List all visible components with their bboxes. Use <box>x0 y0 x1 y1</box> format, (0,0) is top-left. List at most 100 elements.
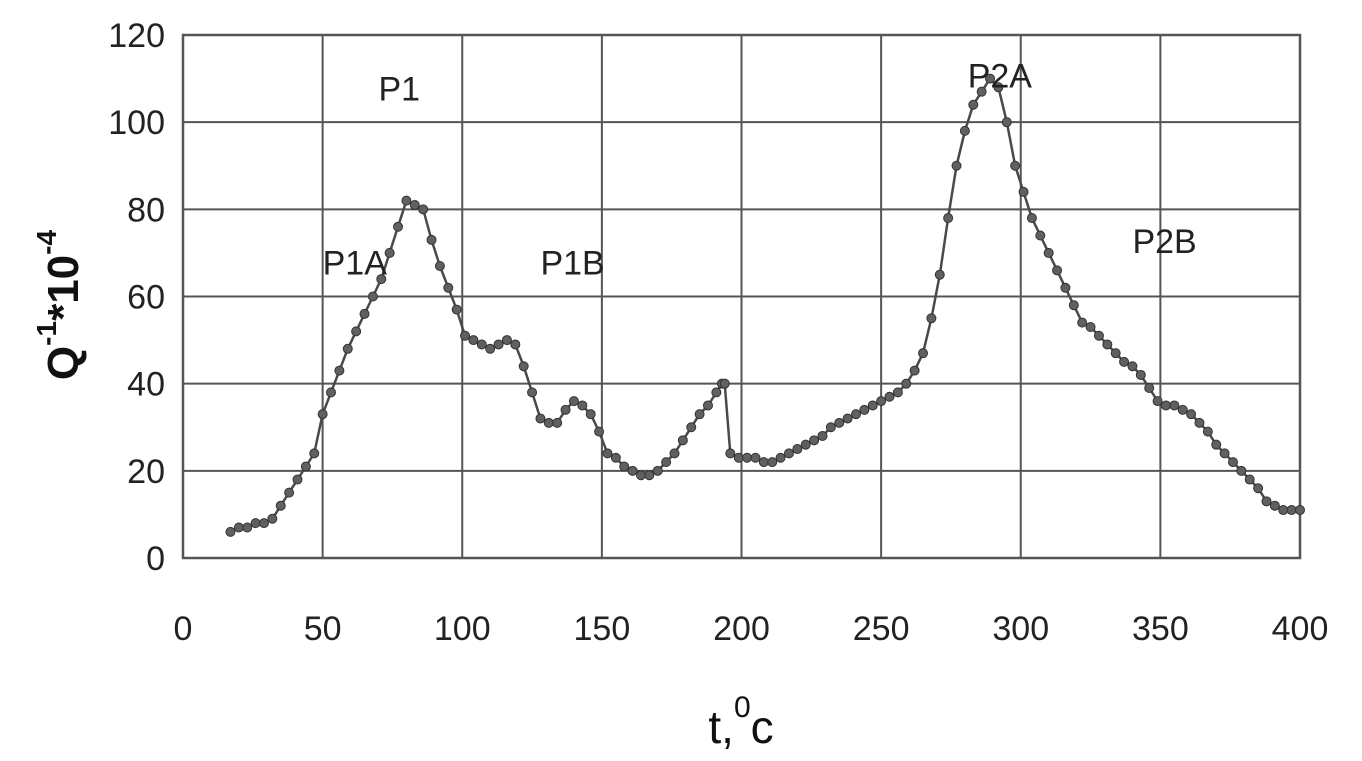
data-point <box>250 518 261 529</box>
data-point <box>543 417 554 428</box>
data-point <box>968 99 979 110</box>
data-point <box>1269 500 1280 511</box>
data-point <box>850 409 861 420</box>
x-axis-title: t,0c <box>708 691 773 753</box>
data-point <box>1219 448 1230 459</box>
data-point <box>1144 383 1155 394</box>
data-point <box>644 470 655 481</box>
annotation-p1a: P1A <box>323 245 388 283</box>
data-point <box>401 195 412 206</box>
x-tick-label-0: 0 <box>174 610 193 648</box>
data-point <box>711 387 722 398</box>
data-point <box>976 86 987 97</box>
data-point <box>351 326 362 337</box>
data-point <box>985 73 996 84</box>
data-point <box>426 234 437 245</box>
data-point <box>326 387 337 398</box>
data-series <box>225 73 1305 537</box>
data-point <box>758 457 769 468</box>
data-point <box>884 391 895 402</box>
data-point <box>1001 117 1012 128</box>
y-tick-label-3: 60 <box>127 279 165 317</box>
x-tick-label-3: 150 <box>574 610 631 648</box>
plot-frame <box>181 33 1302 560</box>
data-point <box>535 413 546 424</box>
data-point <box>476 339 487 350</box>
data-point <box>792 444 803 455</box>
data-point <box>686 422 697 433</box>
data-point <box>1160 400 1171 411</box>
data-point <box>825 422 836 433</box>
data-point <box>834 417 845 428</box>
data-point <box>1085 322 1096 333</box>
data-point <box>635 470 646 481</box>
x-tick-label-4: 200 <box>713 610 770 648</box>
data-point <box>342 343 353 354</box>
data-point <box>1110 348 1121 359</box>
data-point <box>800 439 811 450</box>
data-point <box>775 452 786 463</box>
x-axis-title-unit: c <box>751 701 774 753</box>
data-point <box>767 457 778 468</box>
x-tick-label-8: 400 <box>1272 610 1329 648</box>
data-point <box>943 213 954 224</box>
data-point <box>934 269 945 280</box>
data-point <box>1010 160 1021 171</box>
data-point <box>926 313 937 324</box>
data-point <box>859 404 870 415</box>
data-point <box>1135 369 1146 380</box>
data-point <box>652 465 663 476</box>
data-point <box>1119 356 1130 367</box>
data-point <box>1261 496 1272 507</box>
data-point <box>725 448 736 459</box>
data-point <box>594 426 605 437</box>
data-point <box>1211 439 1222 450</box>
data-point <box>619 461 630 472</box>
data-point <box>359 308 370 319</box>
data-point <box>876 396 887 407</box>
data-point <box>1253 483 1264 494</box>
data-point <box>677 435 688 446</box>
data-point <box>309 448 320 459</box>
data-point <box>1152 396 1163 407</box>
x-axis-title-superscript: 0 <box>734 691 751 724</box>
data-point <box>959 125 970 136</box>
data-point <box>267 513 278 524</box>
data-point <box>1102 339 1113 350</box>
data-point <box>1227 457 1238 468</box>
data-point <box>1093 330 1104 341</box>
annotation-p1b: P1B <box>540 245 604 283</box>
annotation-p2b: P2B <box>1132 223 1196 261</box>
data-point <box>518 361 529 372</box>
data-point <box>233 522 244 533</box>
data-point <box>460 330 471 341</box>
data-point <box>1186 409 1197 420</box>
data-point <box>527 387 538 398</box>
data-point <box>560 404 571 415</box>
data-point <box>867 400 878 411</box>
data-point <box>451 304 462 315</box>
data-point <box>300 461 311 472</box>
data-point <box>225 526 236 537</box>
x-tick-label-6: 300 <box>992 610 1049 648</box>
data-point <box>242 522 253 533</box>
data-point <box>1127 361 1138 372</box>
y-axis-title-superscript-2: -4 <box>31 230 62 255</box>
data-point <box>418 204 429 215</box>
y-tick-label-2: 40 <box>127 366 165 404</box>
data-point <box>892 387 903 398</box>
y-tick-label-1: 20 <box>127 453 165 491</box>
data-point <box>434 260 445 271</box>
data-point <box>384 247 395 258</box>
data-point <box>1018 186 1029 197</box>
data-point <box>1286 505 1297 516</box>
data-point <box>742 452 753 463</box>
data-point <box>468 335 479 346</box>
data-point <box>901 378 912 389</box>
y-tick-label-0: 0 <box>146 540 165 578</box>
data-point <box>1043 247 1054 258</box>
data-point <box>1052 265 1063 276</box>
data-point <box>627 465 638 476</box>
